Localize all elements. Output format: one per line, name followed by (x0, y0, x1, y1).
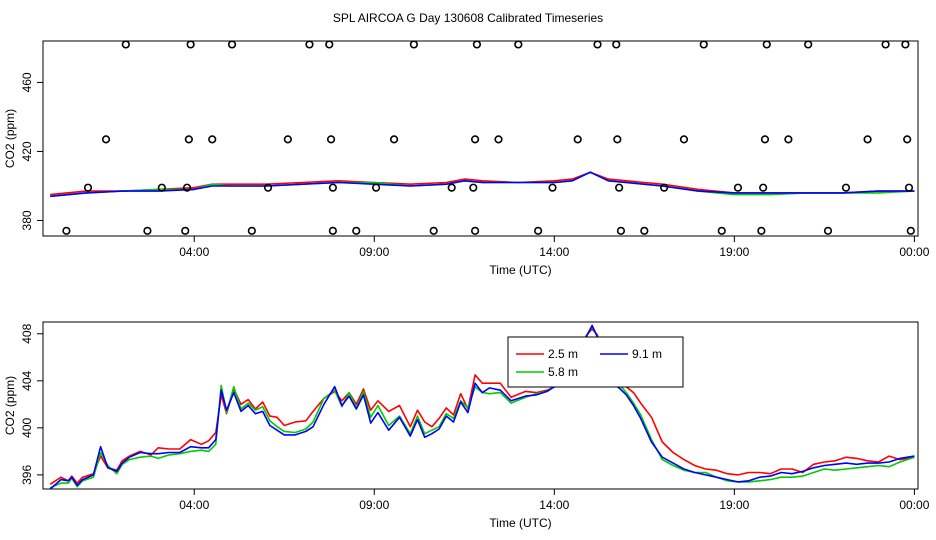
data-point (182, 183, 192, 192)
data-point (157, 183, 166, 192)
x-tick-label: 14:00 (539, 498, 569, 512)
data-point (903, 135, 912, 144)
data-point (757, 226, 766, 235)
data-point (447, 183, 456, 192)
data-point (760, 135, 770, 144)
x-axis-label: Time (UTC) (489, 516, 551, 530)
series-line-0 (50, 171, 915, 196)
y-tick-label: 396 (20, 465, 34, 485)
data-point (804, 40, 813, 49)
y-axis-label: CO2 (ppm) (3, 109, 17, 168)
legend: 2.5 m 9.1 m 5.8 m (507, 336, 684, 388)
data-point (901, 40, 910, 49)
data-point (640, 226, 649, 235)
plot-frame (42, 40, 919, 237)
data-point (429, 226, 438, 235)
data-point (612, 40, 621, 49)
x-tick-label: 14:00 (539, 245, 569, 259)
x-axis-label: Time (UTC) (489, 263, 551, 277)
data-point (328, 226, 337, 235)
data-point (470, 226, 480, 235)
data-point (613, 135, 622, 144)
data-point (881, 40, 890, 49)
data-point (615, 183, 624, 192)
data-point (328, 183, 337, 192)
data-point (733, 183, 743, 192)
data-point (283, 135, 292, 144)
data-point (227, 40, 237, 49)
plot-frame (42, 321, 919, 490)
data-point (389, 135, 399, 144)
legend-label: 2.5 m (548, 347, 578, 361)
data-point (823, 226, 833, 235)
y-axis-label: CO2 (ppm) (3, 376, 17, 435)
data-point (762, 40, 771, 49)
data-point (143, 226, 152, 235)
data-point (83, 183, 93, 192)
bottom-panel-line-co2: 04:00 09:00 14:00 19:00 00:00 Time (UTC) 396 40… (3, 321, 930, 530)
data-point (409, 40, 418, 49)
y-tick-label: 408 (20, 323, 34, 343)
x-tick-label: 00:00 (899, 498, 929, 512)
data-point (305, 40, 314, 49)
data-point (247, 226, 256, 235)
series-line-2_5-m (49, 328, 915, 485)
x-tick-label: 19:00 (719, 498, 749, 512)
data-point (121, 40, 130, 49)
data-point (494, 135, 503, 144)
data-point (679, 135, 689, 144)
y-tick-label: 460 (20, 72, 34, 92)
top-panel-scatter-co2: 04:00 09:00 14:00 19:00 00:00 Time (UTC) 380 42… (3, 40, 930, 277)
x-tick-label: 04:00 (179, 498, 209, 512)
data-point (263, 183, 273, 192)
data-point (699, 40, 708, 49)
data-point (593, 40, 602, 49)
data-point (326, 135, 336, 144)
data-point (906, 226, 915, 235)
legend-box (507, 336, 684, 388)
data-point (759, 183, 768, 192)
data-point (184, 135, 193, 144)
data-point (717, 226, 726, 235)
x-tick-label: 09:00 (359, 245, 389, 259)
x-tick-label: 04:00 (179, 245, 209, 259)
x-tick-label: 09:00 (359, 498, 389, 512)
data-point (371, 183, 381, 192)
y-tick-label: 380 (20, 210, 34, 230)
series-line-5_8-m (49, 325, 915, 489)
data-point (325, 40, 334, 49)
data-point (660, 183, 669, 192)
legend-label: 5.8 m (548, 365, 578, 379)
data-point (616, 226, 626, 235)
data-point (514, 40, 523, 49)
data-point (186, 40, 195, 49)
legend-label: 9.1 m (632, 347, 662, 361)
y-tick-label: 420 (20, 141, 34, 161)
y-tick-label: 404 (20, 370, 34, 390)
data-point (784, 135, 793, 144)
y-tick-label: 400 (20, 418, 34, 438)
data-point (208, 135, 217, 144)
series-line-9_1-m (49, 324, 915, 490)
figure-title: SPL AIRCOA G Day 130608 Calibrated Times… (333, 11, 603, 25)
data-point (548, 183, 557, 192)
data-point (101, 135, 111, 144)
data-point (904, 183, 914, 192)
x-tick-label: 19:00 (719, 245, 749, 259)
data-point (863, 135, 872, 144)
data-point (472, 40, 481, 49)
data-point (841, 183, 851, 192)
data-point (352, 226, 361, 235)
data-point (470, 135, 480, 144)
series-line-2 (50, 171, 915, 198)
data-point (534, 226, 543, 235)
data-point (181, 226, 190, 235)
data-point (573, 135, 582, 144)
x-tick-label: 00:00 (899, 245, 929, 259)
data-point (469, 183, 478, 192)
data-point (62, 226, 71, 235)
